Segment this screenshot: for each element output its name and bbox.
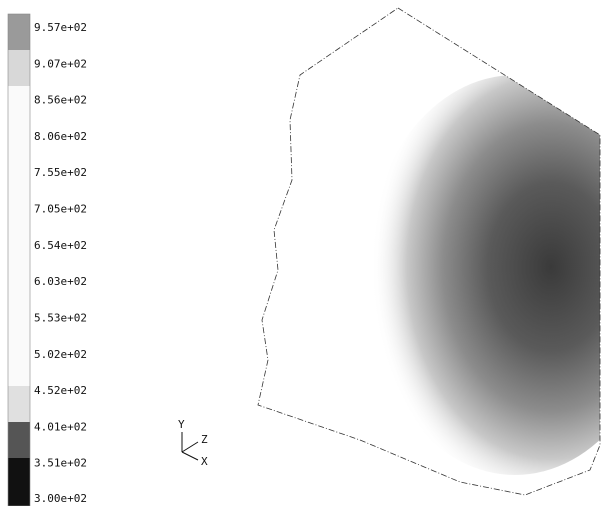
colorbar-label: 5.02e+02 [34, 348, 87, 361]
triad-label: Y [178, 418, 185, 431]
colorbar-label: 9.57e+02 [34, 21, 87, 34]
colorbar-band [8, 422, 30, 458]
colorbar-band [8, 50, 30, 86]
colorbar-band [8, 458, 30, 506]
colorbar-label: 6.03e+02 [34, 275, 87, 288]
colorbar-band [8, 14, 30, 50]
triad-axis [181, 441, 199, 453]
axis-triad: Y Z X [178, 418, 208, 468]
colorbar-frame [7, 13, 31, 506]
colorbar-label: 7.55e+02 [34, 166, 87, 179]
colorbar-label: 4.52e+02 [34, 384, 87, 397]
colorbar-labels: 9.57e+02 9.07e+02 8.56e+02 8.06e+02 7.55e+02… [34, 21, 87, 505]
colorbar-label: 7.05e+02 [34, 203, 87, 216]
colorbar-label: 8.56e+02 [34, 94, 87, 107]
triad-axis [181, 451, 199, 461]
colorbar-band [8, 386, 30, 422]
contour-region [365, 75, 600, 475]
colorbar-label: 3.51e+02 [34, 457, 87, 470]
colorbar-label: 8.06e+02 [34, 130, 87, 143]
colorbar-label: 4.01e+02 [34, 420, 87, 433]
colorbar-label: 5.53e+02 [34, 311, 87, 324]
triad-label: X [201, 455, 208, 468]
colorbar-band [8, 86, 30, 386]
colorbar-label: 6.54e+02 [34, 239, 87, 252]
triad-label: Z [201, 433, 208, 446]
colorbar-label: 3.00e+02 [34, 492, 87, 505]
colorbar [7, 13, 31, 506]
colorbar-label: 9.07e+02 [34, 57, 87, 70]
contour-field [365, 75, 600, 475]
domain-outline [257, 7, 601, 496]
